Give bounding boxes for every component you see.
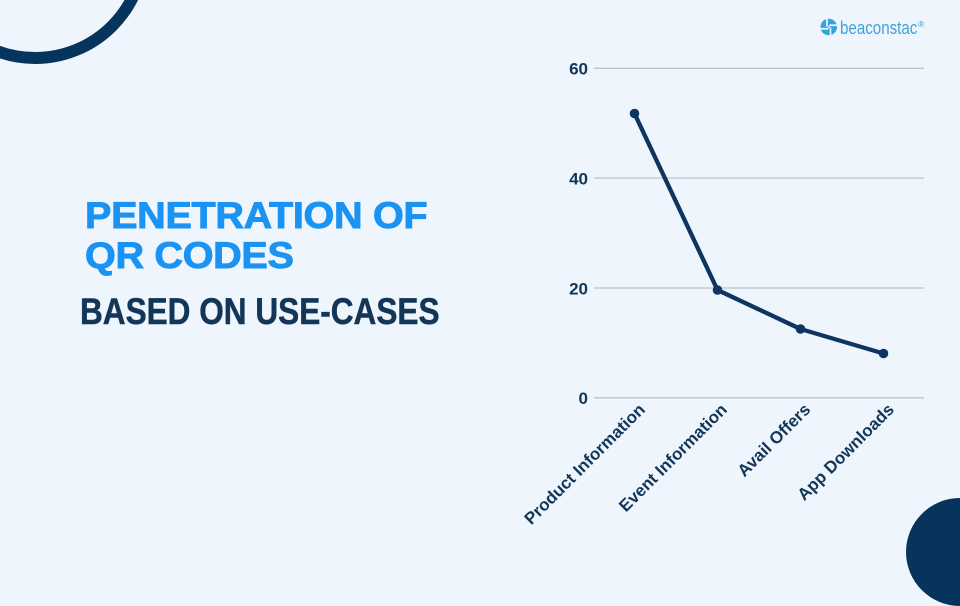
svg-text:20: 20 xyxy=(569,279,588,298)
svg-text:40: 40 xyxy=(569,170,588,189)
svg-text:0: 0 xyxy=(579,389,588,408)
svg-text:60: 60 xyxy=(569,60,588,79)
